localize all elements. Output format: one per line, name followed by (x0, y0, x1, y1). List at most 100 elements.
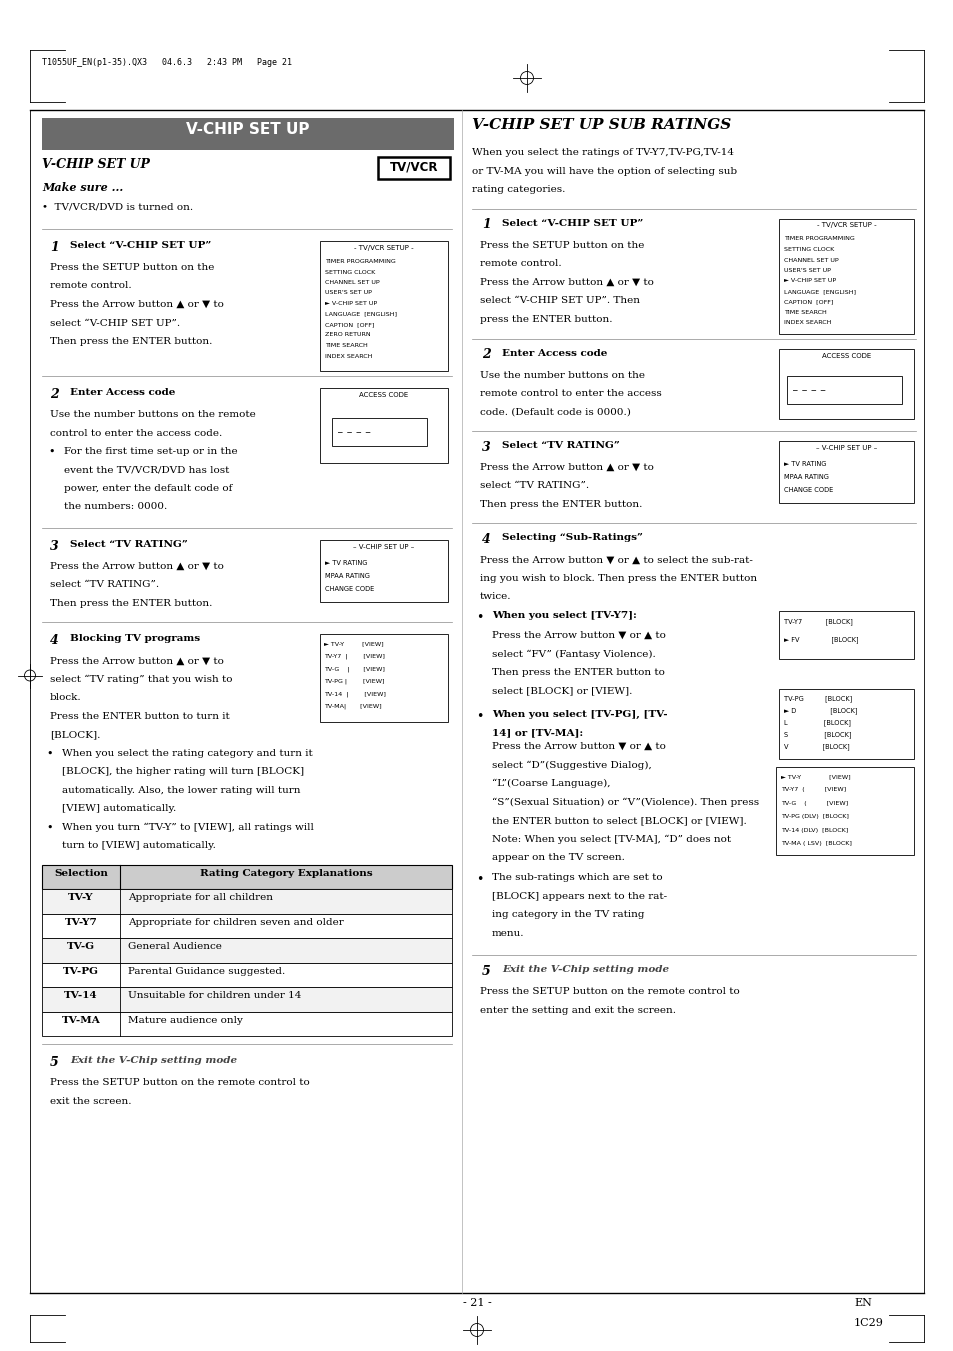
Text: Press the SETUP button on the remote control to: Press the SETUP button on the remote con… (50, 1078, 310, 1088)
Text: •: • (46, 823, 52, 834)
Text: - TV/VCR SETUP -: - TV/VCR SETUP - (816, 223, 876, 228)
Text: Enter Access code: Enter Access code (70, 388, 175, 397)
Text: INDEX SEARCH: INDEX SEARCH (783, 320, 830, 326)
Text: TIME SEARCH: TIME SEARCH (325, 343, 367, 349)
Text: USER'S SET UP: USER'S SET UP (783, 267, 830, 273)
Text: ► V-CHIP SET UP: ► V-CHIP SET UP (325, 301, 376, 305)
Text: Press the Arrow button ▲ or ▼ to: Press the Arrow button ▲ or ▼ to (50, 657, 224, 666)
Text: Mature audience only: Mature audience only (128, 1016, 243, 1025)
Text: 14] or [TV-MA]:: 14] or [TV-MA]: (492, 728, 582, 738)
Text: TV-Y: TV-Y (69, 893, 93, 902)
Text: select [BLOCK] or [VIEW].: select [BLOCK] or [VIEW]. (492, 686, 632, 696)
Text: ing you wish to block. Then press the ENTER button: ing you wish to block. Then press the EN… (479, 574, 757, 584)
Bar (779, 440, 913, 503)
Text: Press the Arrow button ▲ or ▼ to: Press the Arrow button ▲ or ▼ to (479, 277, 653, 286)
Text: 1: 1 (481, 219, 490, 231)
Text: ► TV-Y         [VIEW]: ► TV-Y [VIEW] (324, 642, 383, 647)
Text: Press the Arrow button ▼ or ▲ to: Press the Arrow button ▼ or ▲ to (492, 742, 665, 751)
Text: TV-Y7  |        [VIEW]: TV-Y7 | [VIEW] (324, 654, 384, 659)
Text: ► D                [BLOCK]: ► D [BLOCK] (783, 707, 857, 713)
Text: TV-14  |        [VIEW]: TV-14 | [VIEW] (324, 692, 385, 697)
Bar (42, 915, 452, 939)
Text: When you turn “TV-Y” to [VIEW], all ratings will: When you turn “TV-Y” to [VIEW], all rati… (62, 823, 314, 832)
Text: When you select the ratings of TV-Y7,TV-PG,TV-14: When you select the ratings of TV-Y7,TV-… (472, 149, 733, 157)
Text: Then press the ENTER button.: Then press the ENTER button. (50, 598, 213, 608)
Text: General Audience: General Audience (128, 943, 222, 951)
Text: For the first time set-up or in the: For the first time set-up or in the (64, 447, 237, 457)
Text: ► TV RATING: ► TV RATING (325, 561, 367, 566)
Text: appear on the TV screen.: appear on the TV screen. (492, 852, 624, 862)
Text: Select “TV RATING”: Select “TV RATING” (501, 440, 619, 450)
Text: turn to [VIEW] automatically.: turn to [VIEW] automatically. (62, 842, 215, 851)
Bar (42, 988, 452, 1012)
Bar (42, 1012, 452, 1036)
Text: When you select the rating category and turn it: When you select the rating category and … (62, 748, 313, 758)
Text: TV-PG          [BLOCK]: TV-PG [BLOCK] (783, 694, 851, 701)
Text: ACCESS CODE: ACCESS CODE (821, 353, 870, 358)
Text: or TV-MA you will have the option of selecting sub: or TV-MA you will have the option of sel… (472, 166, 737, 176)
Text: twice.: twice. (479, 593, 511, 601)
Text: USER'S SET UP: USER'S SET UP (325, 290, 372, 296)
Text: Press the Arrow button ▲ or ▼ to: Press the Arrow button ▲ or ▼ to (50, 562, 224, 571)
Bar (319, 388, 448, 463)
Text: select “D”(Suggestive Dialog),: select “D”(Suggestive Dialog), (492, 761, 651, 770)
Text: select “FV” (Fantasy Violence).: select “FV” (Fantasy Violence). (492, 650, 655, 659)
Text: •: • (46, 748, 52, 759)
Text: block.: block. (50, 693, 82, 703)
Text: [BLOCK] appears next to the rat-: [BLOCK] appears next to the rat- (492, 892, 666, 901)
Text: TV-PG (DLV)  [BLOCK]: TV-PG (DLV) [BLOCK] (781, 815, 848, 820)
Text: •: • (476, 611, 483, 624)
Text: LANGUAGE  [ENGLISH]: LANGUAGE [ENGLISH] (325, 312, 396, 316)
Text: remote control to enter the access: remote control to enter the access (479, 389, 661, 399)
Text: CHANNEL SET UP: CHANNEL SET UP (325, 280, 379, 285)
Text: •  TV/VCR/DVD is turned on.: • TV/VCR/DVD is turned on. (42, 203, 193, 211)
Text: T1055UF_EN(p1-35).QX3   04.6.3   2:43 PM   Page 21: T1055UF_EN(p1-35).QX3 04.6.3 2:43 PM Pag… (42, 58, 292, 68)
Text: exit the screen.: exit the screen. (50, 1097, 132, 1106)
Text: Rating Category Explanations: Rating Category Explanations (199, 869, 372, 878)
Text: 2: 2 (50, 388, 59, 401)
Text: “S”(Sexual Situation) or “V”(Violence). Then press: “S”(Sexual Situation) or “V”(Violence). … (492, 797, 759, 807)
Text: Press the ENTER button to turn it: Press the ENTER button to turn it (50, 712, 230, 721)
Text: MPAA RATING: MPAA RATING (325, 573, 370, 580)
Text: TV-MA: TV-MA (62, 1016, 100, 1025)
Text: TV-Y7  (          [VIEW]: TV-Y7 ( [VIEW] (781, 788, 845, 793)
Text: The sub-ratings which are set to: The sub-ratings which are set to (492, 874, 662, 882)
Bar (779, 689, 913, 759)
Bar (319, 635, 448, 723)
Text: TV-Y7           [BLOCK]: TV-Y7 [BLOCK] (783, 617, 852, 624)
Text: - 21 -: - 21 - (462, 1298, 491, 1308)
Text: automatically. Also, the lower rating will turn: automatically. Also, the lower rating wi… (62, 786, 300, 794)
Text: 4: 4 (50, 635, 59, 647)
Text: 1: 1 (50, 240, 59, 254)
Text: TV-Y7: TV-Y7 (65, 917, 97, 927)
Text: Exit the V-Chip setting mode: Exit the V-Chip setting mode (501, 966, 668, 974)
Text: L                 [BLOCK]: L [BLOCK] (783, 719, 850, 725)
Text: When you select [TV-Y7]:: When you select [TV-Y7]: (492, 611, 637, 620)
Text: Use the number buttons on the remote: Use the number buttons on the remote (50, 409, 255, 419)
Text: TV-MA|       [VIEW]: TV-MA| [VIEW] (324, 704, 381, 709)
Text: Press the SETUP button on the remote control to: Press the SETUP button on the remote con… (479, 988, 739, 997)
Text: V-CHIP SET UP SUB RATINGS: V-CHIP SET UP SUB RATINGS (472, 118, 731, 132)
Text: press the ENTER button.: press the ENTER button. (479, 315, 612, 323)
Bar (319, 540, 448, 603)
Text: Press the Arrow button ▼ or ▲ to select the sub-rat-: Press the Arrow button ▼ or ▲ to select … (479, 555, 752, 565)
Bar (42, 939, 452, 963)
Bar (42, 865, 452, 889)
Text: LANGUAGE  [ENGLISH]: LANGUAGE [ENGLISH] (783, 289, 855, 295)
Text: SETTING CLOCK: SETTING CLOCK (325, 269, 375, 274)
Text: remote control.: remote control. (479, 259, 561, 267)
Text: CHANGE CODE: CHANGE CODE (783, 486, 832, 493)
Text: - TV/VCR SETUP -: - TV/VCR SETUP - (354, 245, 414, 251)
Text: MPAA RATING: MPAA RATING (783, 474, 828, 480)
Text: SETTING CLOCK: SETTING CLOCK (783, 247, 833, 253)
Text: •: • (476, 874, 483, 886)
Text: select “TV rating” that you wish to: select “TV rating” that you wish to (50, 676, 233, 685)
Text: _ _ _ _: _ _ _ _ (337, 423, 370, 432)
Bar (779, 611, 913, 659)
Text: TIME SEARCH: TIME SEARCH (783, 309, 826, 315)
Text: TV-14 (DLV)  [BLOCK]: TV-14 (DLV) [BLOCK] (781, 828, 847, 834)
Bar (377, 157, 450, 178)
Text: event the TV/VCR/DVD has lost: event the TV/VCR/DVD has lost (64, 466, 229, 474)
Text: ZERO RETURN: ZERO RETURN (325, 332, 370, 338)
Bar (779, 219, 913, 334)
